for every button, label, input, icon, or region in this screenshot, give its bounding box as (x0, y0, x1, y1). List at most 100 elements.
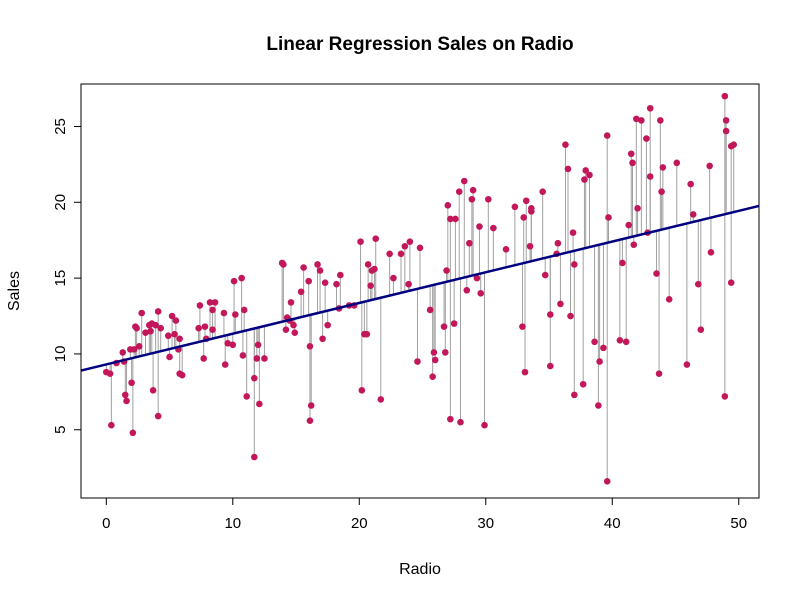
data-point (722, 117, 730, 124)
data-point (452, 215, 459, 223)
data-point (571, 391, 578, 399)
data-point (596, 358, 603, 365)
data-point (502, 245, 510, 253)
data-point (297, 288, 305, 296)
y-tick-label: 5 (52, 426, 69, 434)
data-point (564, 165, 572, 173)
x-axis: 0 10 20 30 40 50 (102, 497, 747, 532)
data-point (658, 188, 665, 195)
data-point (206, 299, 214, 306)
data-point (569, 229, 577, 236)
data-point (469, 186, 477, 194)
data-point (721, 393, 729, 400)
data-point (106, 370, 114, 377)
data-point (625, 221, 633, 229)
data-point (468, 195, 476, 203)
data-point (430, 349, 438, 356)
data-point (521, 368, 529, 376)
data-point (416, 244, 424, 252)
data-point (477, 289, 485, 297)
x-tick-label: 0 (102, 515, 110, 532)
data-point (638, 117, 645, 124)
data-point (280, 261, 287, 268)
data-point (149, 387, 157, 394)
data-point (172, 317, 180, 324)
data-point (196, 302, 204, 309)
data-point (238, 274, 245, 282)
data-point (123, 397, 130, 405)
data-point (367, 282, 374, 289)
data-point (450, 320, 458, 327)
data-point (603, 132, 611, 139)
data-point (473, 274, 481, 282)
data-point (571, 261, 578, 268)
y-tick-label: 20 (52, 194, 69, 211)
data-point (579, 380, 587, 388)
data-point (646, 173, 654, 180)
data-point (562, 141, 569, 148)
data-point (291, 329, 299, 337)
data-point (591, 338, 598, 346)
data-point (440, 323, 448, 330)
data-point (240, 306, 248, 314)
data-point (443, 267, 450, 274)
data-point (250, 374, 258, 382)
data-point (211, 299, 219, 306)
data-point (254, 341, 262, 349)
data-point (230, 277, 238, 285)
data-point (168, 312, 176, 320)
data-point (201, 323, 209, 330)
data-point (546, 362, 554, 370)
data-point (372, 235, 380, 242)
data-point (363, 330, 371, 338)
data-point (539, 188, 546, 195)
data-point (405, 280, 412, 288)
x-tick-label: 30 (477, 515, 494, 532)
data-point (371, 265, 378, 273)
data-point (694, 280, 702, 288)
data-point (657, 117, 664, 124)
data-point (306, 417, 314, 424)
data-point (481, 421, 488, 429)
data-point (406, 238, 414, 246)
data-point (307, 402, 315, 409)
data-point (121, 391, 129, 399)
data-point (629, 159, 636, 167)
data-point (397, 250, 405, 258)
data-point (595, 402, 602, 409)
data-point (526, 242, 534, 250)
data-point (643, 135, 650, 142)
data-point (154, 308, 162, 315)
data-point (195, 324, 202, 332)
data-points (102, 92, 738, 485)
regression-line (80, 204, 760, 372)
chart-title: Linear Regression Sales on Radio (266, 34, 573, 55)
x-axis-label: Radio (399, 561, 441, 578)
data-point (166, 353, 173, 361)
data-point (321, 279, 329, 286)
data-point (306, 343, 314, 350)
data-point (634, 205, 641, 212)
x-tick-label: 10 (224, 515, 241, 532)
x-tick-label: 50 (730, 515, 747, 532)
data-point (519, 323, 526, 330)
data-point (209, 326, 216, 333)
data-point (457, 418, 464, 426)
data-point (697, 326, 705, 333)
data-point (157, 324, 164, 332)
data-point (528, 205, 535, 212)
data-point (119, 349, 127, 356)
data-point (665, 296, 673, 303)
data-point (128, 379, 135, 387)
data-point (622, 338, 630, 346)
y-tick-label: 10 (52, 346, 69, 363)
data-point (581, 176, 588, 183)
data-point (490, 224, 497, 232)
regression-line-group (80, 204, 760, 372)
data-point (511, 203, 519, 211)
data-point (554, 239, 562, 247)
data-point (129, 429, 137, 437)
residual-lines (105, 96, 735, 482)
data-point (541, 271, 549, 279)
data-point (689, 211, 697, 218)
